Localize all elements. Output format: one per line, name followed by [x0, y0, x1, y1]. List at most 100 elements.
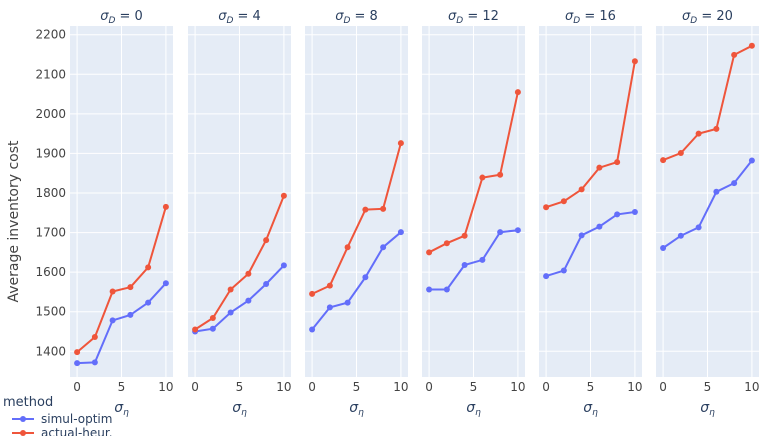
legend-title: method [3, 395, 53, 410]
data-point [162, 280, 169, 287]
data-point [596, 223, 603, 230]
data-point [731, 51, 738, 58]
data-point [461, 262, 468, 269]
data-point [578, 232, 585, 239]
data-point [280, 262, 287, 269]
series-line-actual-heur. [662, 44, 753, 162]
data-point [677, 232, 684, 239]
x-axis-title: ση [700, 400, 715, 418]
facet-title: σD = 12 [448, 9, 499, 26]
data-point [397, 229, 404, 236]
series-line-actual-heur. [311, 142, 402, 295]
data-point [660, 157, 667, 164]
data-point [380, 244, 387, 251]
y-tick-label: 1800 [35, 186, 66, 200]
data-point [326, 282, 333, 289]
series-line-actual-heur. [428, 91, 519, 254]
x-tick-label: 10 [510, 380, 525, 394]
data-point [443, 240, 450, 247]
data-point [209, 325, 216, 332]
y-tick-label: 1400 [35, 344, 66, 358]
data-point [127, 311, 134, 318]
data-point [443, 286, 450, 293]
data-point [631, 58, 638, 65]
data-point [145, 264, 152, 271]
data-point [380, 205, 387, 212]
data-point [426, 286, 433, 293]
data-point [479, 174, 486, 181]
data-point [748, 42, 755, 49]
data-point [344, 244, 351, 251]
data-point [74, 360, 81, 367]
x-tick-label: 10 [744, 380, 759, 394]
x-tick-label: 0 [308, 380, 316, 394]
y-tick-label: 1900 [35, 146, 66, 160]
data-point [209, 315, 216, 322]
x-tick-label: 0 [191, 380, 199, 394]
x-tick-label: 10 [393, 380, 408, 394]
legend-label: simul-optim [41, 412, 112, 426]
data-point [596, 164, 603, 171]
x-axis-title: ση [114, 400, 129, 418]
data-point [426, 249, 433, 256]
x-tick-label: 5 [470, 380, 478, 394]
data-point [748, 157, 755, 164]
data-point [397, 140, 404, 147]
data-point [543, 273, 550, 280]
data-point [713, 125, 720, 132]
data-point [162, 203, 169, 210]
data-point [309, 290, 316, 297]
legend-swatch-marker [20, 416, 26, 422]
facet-title: σD = 20 [682, 9, 733, 26]
data-point [731, 180, 738, 187]
y-tick-label: 1600 [35, 265, 66, 279]
data-point [543, 204, 550, 211]
y-tick-label: 2000 [35, 107, 66, 121]
data-point [91, 334, 98, 341]
data-point [695, 224, 702, 231]
data-point [631, 208, 638, 215]
data-point [91, 359, 98, 366]
x-axis-title: ση [232, 400, 247, 418]
x-tick-label: 0 [73, 380, 81, 394]
data-point [227, 286, 234, 293]
x-axis-title: ση [349, 400, 364, 418]
data-point [74, 349, 81, 356]
data-point [326, 304, 333, 311]
data-point [695, 130, 702, 137]
facet-title: σD = 4 [218, 9, 261, 26]
data-point [263, 237, 270, 244]
x-tick-label: 0 [425, 380, 433, 394]
data-point [362, 274, 369, 281]
data-point [578, 186, 585, 193]
y-tick-label: 2100 [35, 67, 66, 81]
data-point [109, 317, 116, 324]
x-tick-label: 5 [704, 380, 712, 394]
y-tick-label: 1700 [35, 226, 66, 240]
data-point [560, 198, 567, 205]
data-point [192, 326, 199, 333]
facet-title: σD = 16 [565, 9, 616, 26]
data-point [362, 206, 369, 213]
data-point [245, 270, 252, 277]
data-point [344, 299, 351, 306]
x-tick-label: 10 [276, 380, 291, 394]
y-tick-label: 2200 [35, 28, 66, 42]
data-point [145, 299, 152, 306]
x-tick-label: 10 [158, 380, 173, 394]
data-point [614, 159, 621, 166]
y-axis-title: Average inventory cost [6, 140, 22, 303]
legend-label: actual-heur. [41, 426, 113, 436]
x-axis-title: ση [583, 400, 598, 418]
facet-title: σD = 0 [100, 9, 143, 26]
facet-title: σD = 8 [335, 9, 378, 26]
legend-swatch-marker [20, 430, 26, 436]
data-point [127, 284, 134, 291]
series-line-actual-heur. [545, 61, 636, 209]
data-point [514, 89, 521, 96]
data-point [660, 244, 667, 251]
y-tick-label: 1500 [35, 305, 66, 319]
x-tick-label: 0 [542, 380, 550, 394]
data-point [109, 288, 116, 295]
